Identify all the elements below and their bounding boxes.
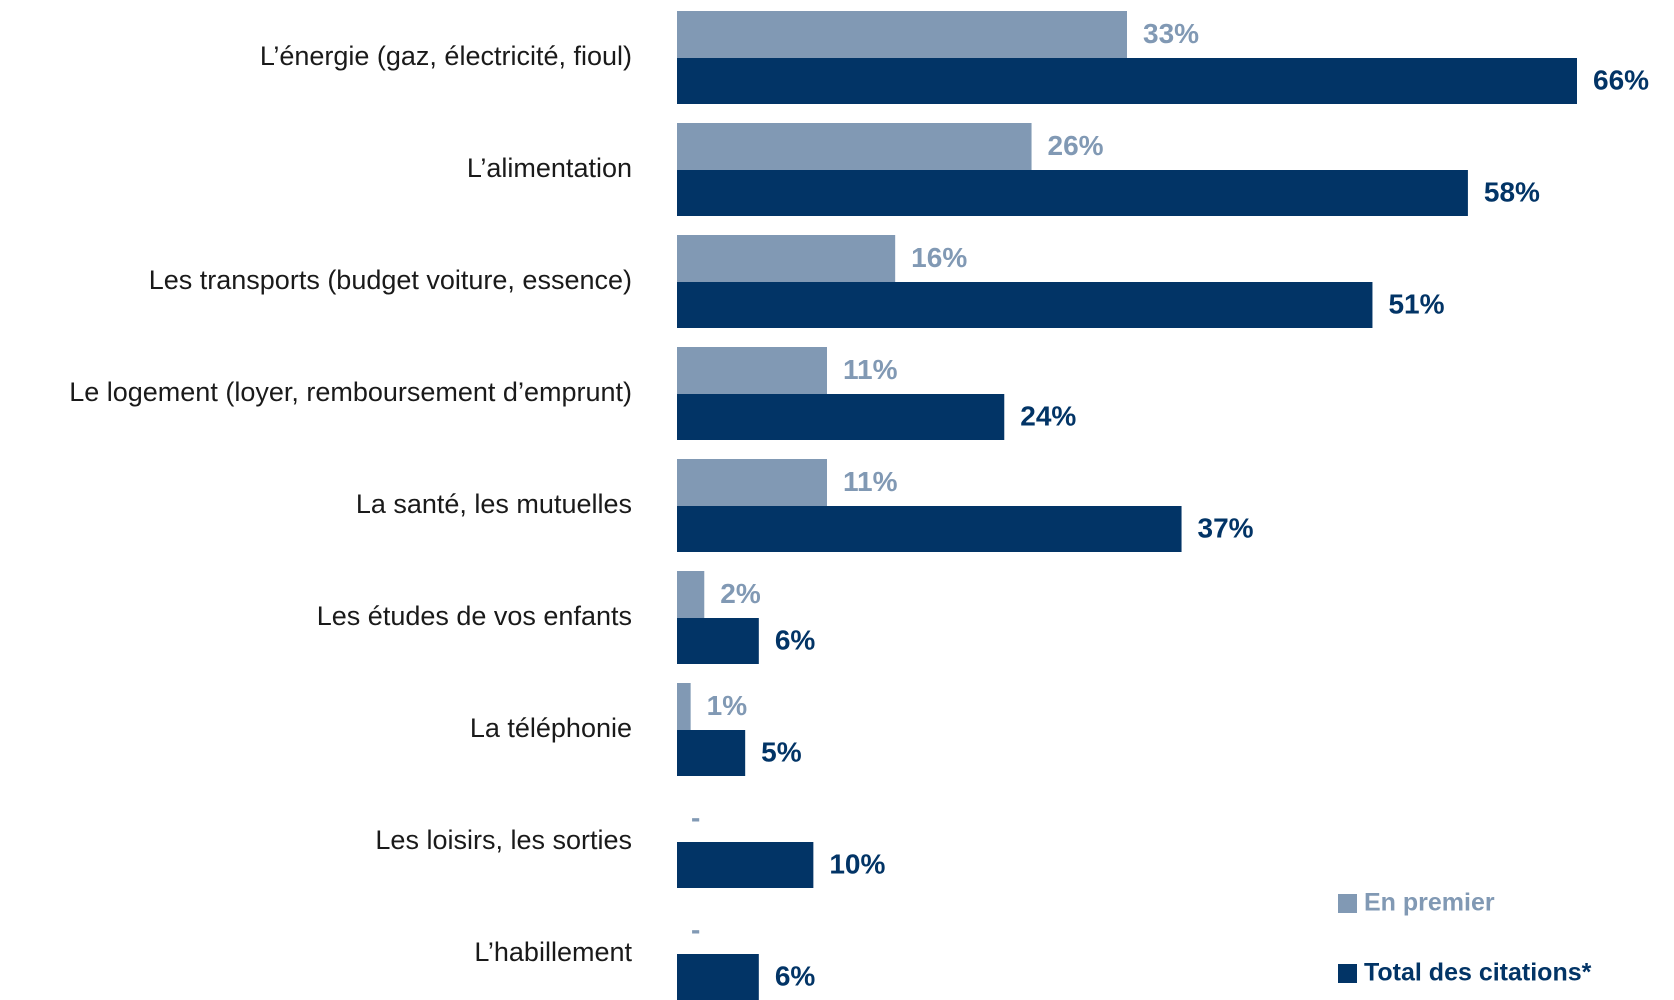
bar: [677, 394, 1005, 440]
bar: [677, 571, 705, 618]
category-label: La santé, les mutuelles: [356, 489, 632, 519]
value-label: 51%: [1388, 288, 1444, 319]
value-label: -: [691, 914, 700, 945]
value-label: -: [691, 802, 700, 833]
legend-swatch: [1338, 964, 1357, 983]
bar: [677, 11, 1127, 58]
category-label: Le logement (loyer, remboursement d’empr…: [69, 377, 632, 407]
category-label: La téléphonie: [470, 713, 632, 743]
value-label: 6%: [775, 960, 816, 991]
category-label: L’habillement: [474, 937, 632, 967]
value-label: 1%: [707, 690, 748, 721]
legend-label: Total des citations*: [1364, 959, 1592, 987]
category-label: L’énergie (gaz, électricité, fioul): [260, 41, 632, 71]
category-label: L’alimentation: [467, 153, 632, 183]
bar: [677, 347, 827, 394]
value-label: 10%: [829, 848, 885, 879]
value-label: 6%: [775, 624, 816, 655]
value-label: 58%: [1484, 176, 1540, 207]
value-label: 16%: [911, 242, 967, 273]
bar: [677, 170, 1468, 216]
value-label: 66%: [1593, 64, 1649, 95]
bar: [677, 842, 814, 888]
bar: [677, 506, 1182, 552]
value-label: 2%: [720, 578, 761, 609]
category-label: Les transports (budget voiture, essence): [149, 265, 632, 295]
bar: [677, 58, 1577, 104]
bar: [677, 459, 827, 506]
bar: [677, 683, 691, 730]
legend-label: En premier: [1364, 889, 1495, 917]
bar: [677, 618, 759, 664]
category-label: Les loisirs, les sorties: [375, 825, 632, 855]
bar: [677, 123, 1032, 170]
value-label: 33%: [1143, 18, 1199, 49]
value-label: 24%: [1020, 400, 1076, 431]
category-label: Les études de vos enfants: [317, 601, 632, 631]
bar: [677, 730, 746, 776]
value-label: 26%: [1048, 130, 1104, 161]
value-label: 11%: [843, 354, 898, 385]
value-label: 11%: [843, 466, 898, 497]
legend-swatch: [1338, 894, 1357, 913]
value-label: 5%: [761, 736, 802, 767]
bar: [677, 954, 759, 1000]
bar: [677, 235, 896, 282]
bar: [677, 282, 1373, 328]
value-label: 37%: [1198, 512, 1254, 543]
